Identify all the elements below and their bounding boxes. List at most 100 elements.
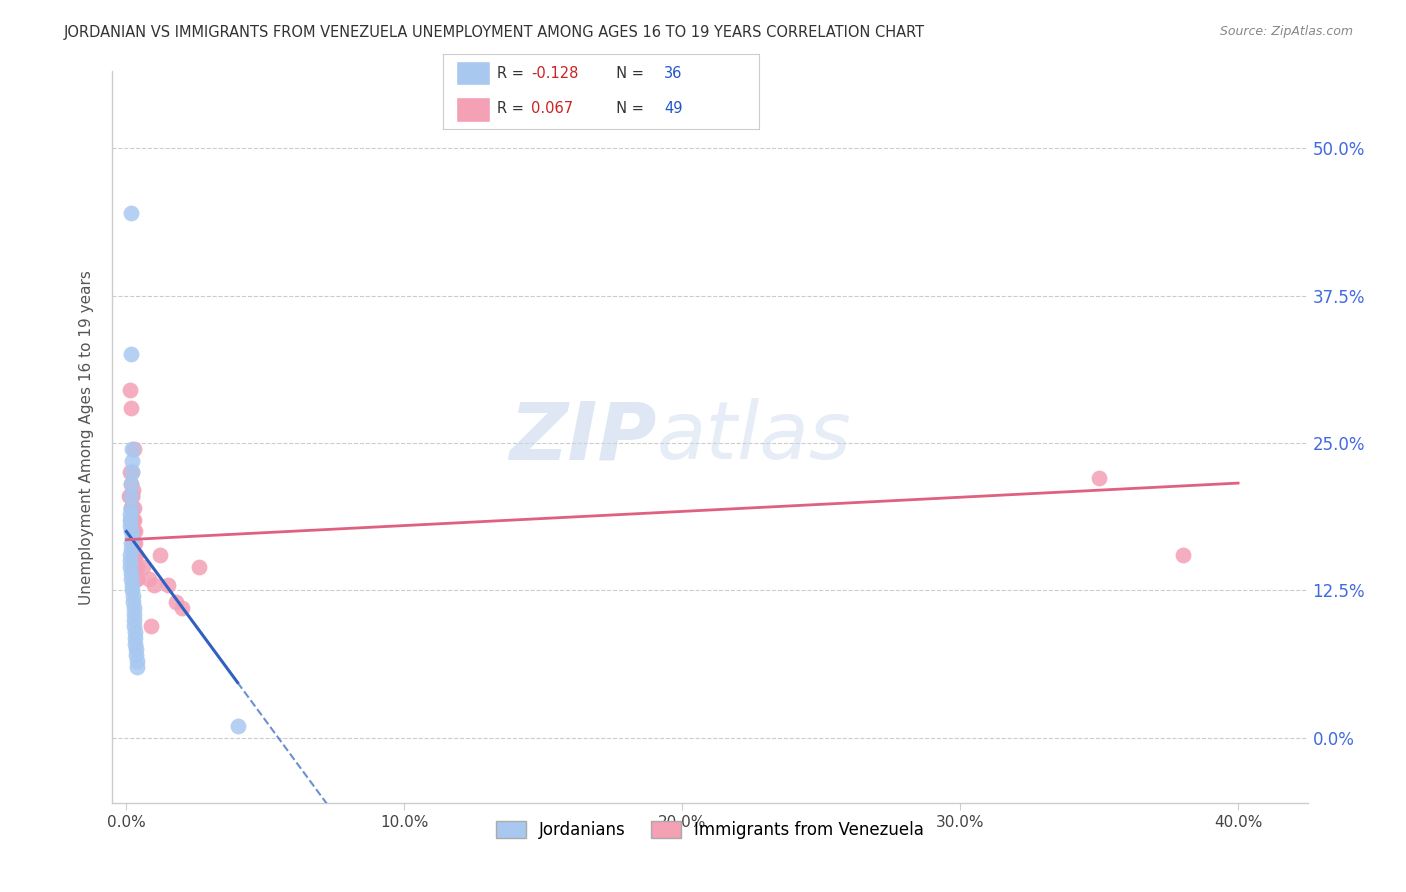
Point: [121, 489, 143, 503]
Point: [120, 347, 142, 361]
Point: [121, 530, 143, 544]
Point: [120, 477, 142, 491]
Point: [122, 559, 145, 574]
Point: [121, 513, 143, 527]
Point: [122, 442, 145, 456]
Point: [124, 548, 146, 562]
Point: [122, 513, 145, 527]
Point: [120, 542, 142, 557]
Point: [132, 559, 155, 574]
Point: [165, 595, 187, 609]
Point: [120, 507, 142, 521]
Point: [122, 607, 145, 621]
Point: [120, 401, 142, 415]
Point: [121, 577, 143, 591]
Point: [120, 500, 142, 515]
Point: [226, 719, 249, 733]
Point: [149, 548, 172, 562]
Point: [124, 524, 146, 539]
Point: [124, 559, 146, 574]
Point: [120, 572, 142, 586]
Point: [120, 489, 142, 503]
Point: [120, 536, 142, 550]
FancyBboxPatch shape: [456, 62, 491, 86]
Point: [124, 624, 146, 639]
Text: R =: R =: [496, 66, 529, 81]
Point: [125, 642, 148, 657]
Y-axis label: Unemployment Among Ages 16 to 19 years: Unemployment Among Ages 16 to 19 years: [79, 269, 94, 605]
Point: [121, 513, 143, 527]
Point: [127, 572, 149, 586]
Point: [120, 477, 142, 491]
Point: [120, 206, 142, 220]
Point: [118, 489, 141, 503]
Point: [120, 500, 142, 515]
Point: [124, 536, 146, 550]
Point: [127, 660, 149, 674]
Point: [120, 489, 142, 503]
Point: [1088, 471, 1111, 485]
Point: [122, 590, 145, 604]
Point: [122, 500, 145, 515]
Point: [138, 572, 160, 586]
FancyBboxPatch shape: [456, 97, 491, 122]
Text: N =: N =: [607, 101, 650, 116]
Point: [125, 548, 148, 562]
Text: N =: N =: [607, 66, 650, 81]
Point: [187, 559, 209, 574]
Point: [122, 513, 145, 527]
Point: [125, 572, 148, 586]
Point: [124, 636, 146, 650]
Point: [121, 500, 143, 515]
Point: [121, 524, 143, 539]
Point: [122, 595, 145, 609]
Point: [121, 453, 143, 467]
Point: [118, 383, 141, 397]
Point: [121, 466, 143, 480]
Point: [125, 648, 148, 663]
Point: [122, 613, 145, 627]
Text: 36: 36: [665, 66, 683, 81]
Point: [120, 524, 142, 539]
Point: [125, 559, 148, 574]
Point: [121, 442, 143, 456]
Point: [143, 577, 166, 591]
Point: [120, 513, 142, 527]
Text: atlas: atlas: [657, 398, 851, 476]
Point: [121, 500, 143, 515]
Point: [122, 524, 145, 539]
Point: [122, 536, 145, 550]
Point: [120, 559, 142, 574]
Point: [124, 631, 146, 645]
Text: R =: R =: [496, 101, 529, 116]
Point: [122, 536, 145, 550]
Point: [125, 654, 148, 668]
Point: [122, 548, 145, 562]
Text: ZIP: ZIP: [509, 398, 657, 476]
Point: [122, 483, 145, 498]
Point: [120, 513, 142, 527]
Point: [121, 583, 143, 598]
Point: [120, 518, 142, 533]
Point: [122, 524, 145, 539]
Point: [120, 566, 142, 580]
Point: [120, 513, 142, 527]
Legend: Jordanians, Immigrants from Venezuela: Jordanians, Immigrants from Venezuela: [489, 814, 931, 846]
Point: [121, 524, 143, 539]
Point: [121, 466, 143, 480]
Point: [122, 601, 145, 615]
Text: Source: ZipAtlas.com: Source: ZipAtlas.com: [1219, 25, 1353, 38]
Point: [120, 548, 142, 562]
Point: [122, 619, 145, 633]
Text: JORDANIAN VS IMMIGRANTS FROM VENEZUELA UNEMPLOYMENT AMONG AGES 16 TO 19 YEARS CO: JORDANIAN VS IMMIGRANTS FROM VENEZUELA U…: [63, 25, 924, 40]
Text: 0.067: 0.067: [531, 101, 574, 116]
Point: [118, 554, 141, 568]
Point: [157, 577, 180, 591]
Point: [170, 601, 193, 615]
Point: [1171, 548, 1194, 562]
Text: -0.128: -0.128: [531, 66, 579, 81]
Point: [141, 619, 163, 633]
Point: [121, 489, 143, 503]
Text: 49: 49: [665, 101, 683, 116]
Point: [120, 466, 142, 480]
